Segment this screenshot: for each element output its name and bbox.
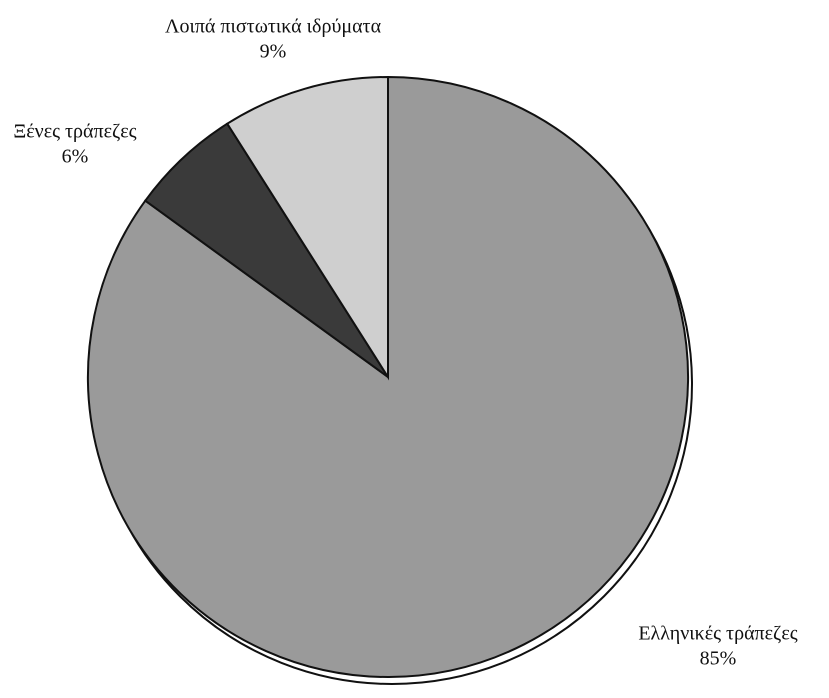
pie-slice bbox=[225, 75, 389, 381]
slice-value-label: 9% bbox=[260, 41, 287, 63]
slice-value-label: 6% bbox=[62, 146, 89, 168]
slice-label: Λοιπά πιστωτικά ιδρύματα bbox=[165, 16, 382, 38]
slice-label: Ελληνικές τράπεζες bbox=[638, 623, 797, 645]
slice-value-label: 85% bbox=[700, 648, 737, 670]
slice-label: Ξένες τράπεζες bbox=[13, 121, 136, 143]
